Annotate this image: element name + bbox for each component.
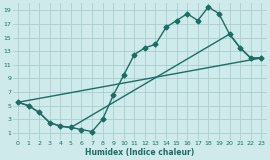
X-axis label: Humidex (Indice chaleur): Humidex (Indice chaleur) <box>85 148 194 156</box>
